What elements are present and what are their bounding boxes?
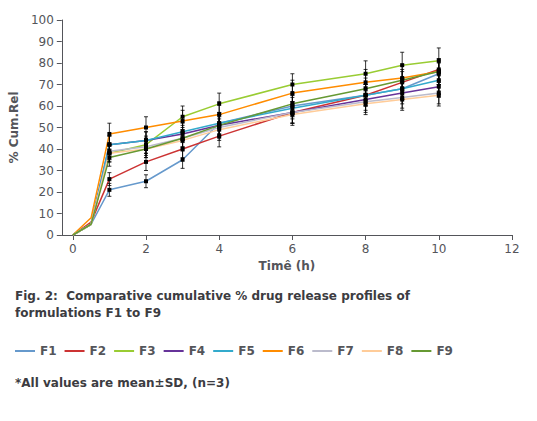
svg-text:F1: F1	[40, 344, 57, 358]
svg-text:10: 10	[39, 207, 54, 221]
svg-text:formulations F1 to F9: formulations F1 to F9	[15, 306, 161, 320]
svg-text:90: 90	[39, 35, 54, 49]
svg-text:F2: F2	[90, 344, 107, 358]
svg-text:30: 30	[39, 164, 54, 178]
svg-text:70: 70	[39, 78, 54, 92]
svg-text:F3: F3	[139, 344, 156, 358]
svg-text:2: 2	[142, 242, 150, 256]
svg-text:0: 0	[46, 228, 54, 242]
svg-text:*All values are mean±SD, (n=3): *All values are mean±SD, (n=3)	[15, 376, 230, 390]
svg-text:8: 8	[362, 242, 370, 256]
svg-text:40: 40	[39, 142, 54, 156]
svg-text:60: 60	[39, 99, 54, 113]
svg-text:100: 100	[31, 13, 54, 27]
svg-text:80: 80	[39, 56, 54, 70]
svg-text:F6: F6	[288, 344, 305, 358]
svg-text:50: 50	[39, 121, 54, 135]
svg-text:0: 0	[69, 242, 77, 256]
svg-text:% Cum.Rel: % Cum.Rel	[7, 91, 21, 163]
svg-text:F5: F5	[238, 344, 255, 358]
svg-text:Timê (h): Timê (h)	[259, 259, 316, 273]
svg-text:F8: F8	[387, 344, 404, 358]
svg-text:F7: F7	[337, 344, 354, 358]
svg-text:4: 4	[215, 242, 223, 256]
svg-text:10: 10	[431, 242, 446, 256]
svg-text:12: 12	[504, 242, 519, 256]
svg-text:6: 6	[289, 242, 297, 256]
svg-text:F4: F4	[189, 344, 206, 358]
svg-text:F9: F9	[436, 344, 453, 358]
svg-text:20: 20	[39, 185, 54, 199]
svg-text:Fig. 2: Comparative cumulativ: Fig. 2: Comparative cumulative % drug re…	[15, 289, 411, 303]
